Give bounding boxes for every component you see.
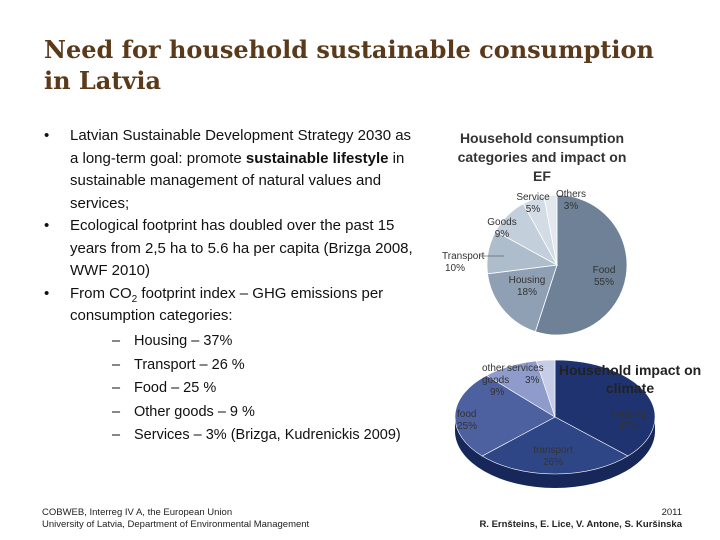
- ef-pie-chart: Household consumption categories and imp…: [442, 130, 628, 336]
- pie2-label-transport: transport: [533, 445, 573, 456]
- pie1-value-goods: 9%: [495, 229, 510, 240]
- pie1-label-transport: Transport: [442, 251, 485, 262]
- sublist-item: – Other goods – 9 %: [112, 403, 255, 420]
- pie2-label-housing: housing: [610, 409, 645, 420]
- bold-phrase: sustainable lifestyle: [245, 149, 389, 167]
- pie1-label-others: Others: [556, 189, 586, 200]
- pie2-label-food: food: [457, 409, 476, 420]
- pie2-value-services: 3%: [525, 375, 540, 386]
- pie1-slices: [486, 194, 628, 336]
- bullet-item: • From CO2 footprint index – GHG emissio…: [44, 284, 384, 325]
- pie2-value-food: 25%: [457, 421, 477, 432]
- pie2-depth-band: [455, 417, 655, 488]
- pie1-value-housing: 18%: [517, 287, 537, 298]
- footer-left: COBWEB, Interreg IV A, the European Unio…: [42, 507, 309, 530]
- footer-year: 2011: [661, 507, 682, 518]
- pie1-value-service: 5%: [526, 204, 541, 215]
- pie1-label-goods: Goods: [487, 217, 516, 228]
- bullet-item: • Latvian Sustainable Development Strate…: [44, 127, 412, 212]
- pie1-label-food: Food: [593, 265, 616, 276]
- chart1-title-line1: Household consumption: [460, 130, 624, 146]
- footer-line-1: COBWEB, Interreg IV A, the European Unio…: [42, 507, 233, 518]
- pie1-slice-housing: [487, 264, 558, 333]
- pie1-label-service: Service: [516, 192, 550, 203]
- pie2-value-transport: 26%: [543, 457, 563, 468]
- pie1-slice-others: [543, 194, 558, 266]
- title-line-2: in Latvia: [44, 66, 162, 95]
- pie1-slice-food: [534, 194, 628, 336]
- footer-line-2: University of Latvia, Department of Envi…: [42, 518, 310, 530]
- pie1-label-housing: Housing: [509, 275, 546, 286]
- sublist-item: – Food – 25 %: [112, 380, 217, 396]
- pie1-value-others: 3%: [564, 201, 579, 212]
- chart1-title-line3: EF: [533, 168, 551, 184]
- chart1-title-line2: categories and impact on: [458, 149, 627, 165]
- chart2-title-line1: Household impact on: [559, 362, 701, 378]
- footer-authors: R. Ernšteins, E. Lice, V. Antone, S. Kur…: [479, 518, 682, 530]
- bullet-list: • Latvian Sustainable Development Strate…: [28, 125, 423, 328]
- pie2-slice-housing: [554, 359, 656, 457]
- pie2-depth: [455, 417, 655, 488]
- sublist-item: – Housing – 37%: [112, 333, 233, 349]
- bullet-dot: •: [44, 127, 50, 144]
- pie2-value-other-goods: 9%: [490, 387, 505, 398]
- pie2-slice-services: [535, 359, 556, 418]
- pie1-value-transport: 10%: [445, 263, 465, 274]
- slide-title: Need for household sustainable consumpti…: [44, 34, 704, 96]
- pie1-value-food: 55%: [594, 277, 614, 288]
- bullet-dot: •: [44, 217, 50, 234]
- pie2-label-other-goods-1: other: [482, 363, 505, 374]
- pie2-value-housing: 37%: [618, 421, 638, 432]
- chart2-title-line2: climate: [606, 380, 654, 396]
- bullet-dot: •: [44, 284, 50, 302]
- pie2-label-other-goods-2: goods: [482, 375, 509, 386]
- title-line-1: Need for household sustainable consumpti…: [44, 35, 654, 64]
- pie2-slice-transport: [481, 416, 629, 475]
- pie2-label-services: services: [507, 363, 544, 374]
- pie2-slices: [454, 359, 656, 475]
- sublist-item: – Transport – 26 %: [112, 356, 245, 373]
- footer-right: 2011 R. Ernšteins, E. Lice, V. Antone, S…: [479, 507, 682, 530]
- pie2-slice-food: [454, 375, 556, 457]
- sublist-item: – Services – 3% (Brizga, Kudrenickis 2009…: [112, 427, 401, 443]
- emission-sublist: – Housing – 37% – Transport – 26 % – Food –…: [112, 330, 412, 448]
- bullet-item: • Ecological footprint has doubled over …: [44, 217, 413, 279]
